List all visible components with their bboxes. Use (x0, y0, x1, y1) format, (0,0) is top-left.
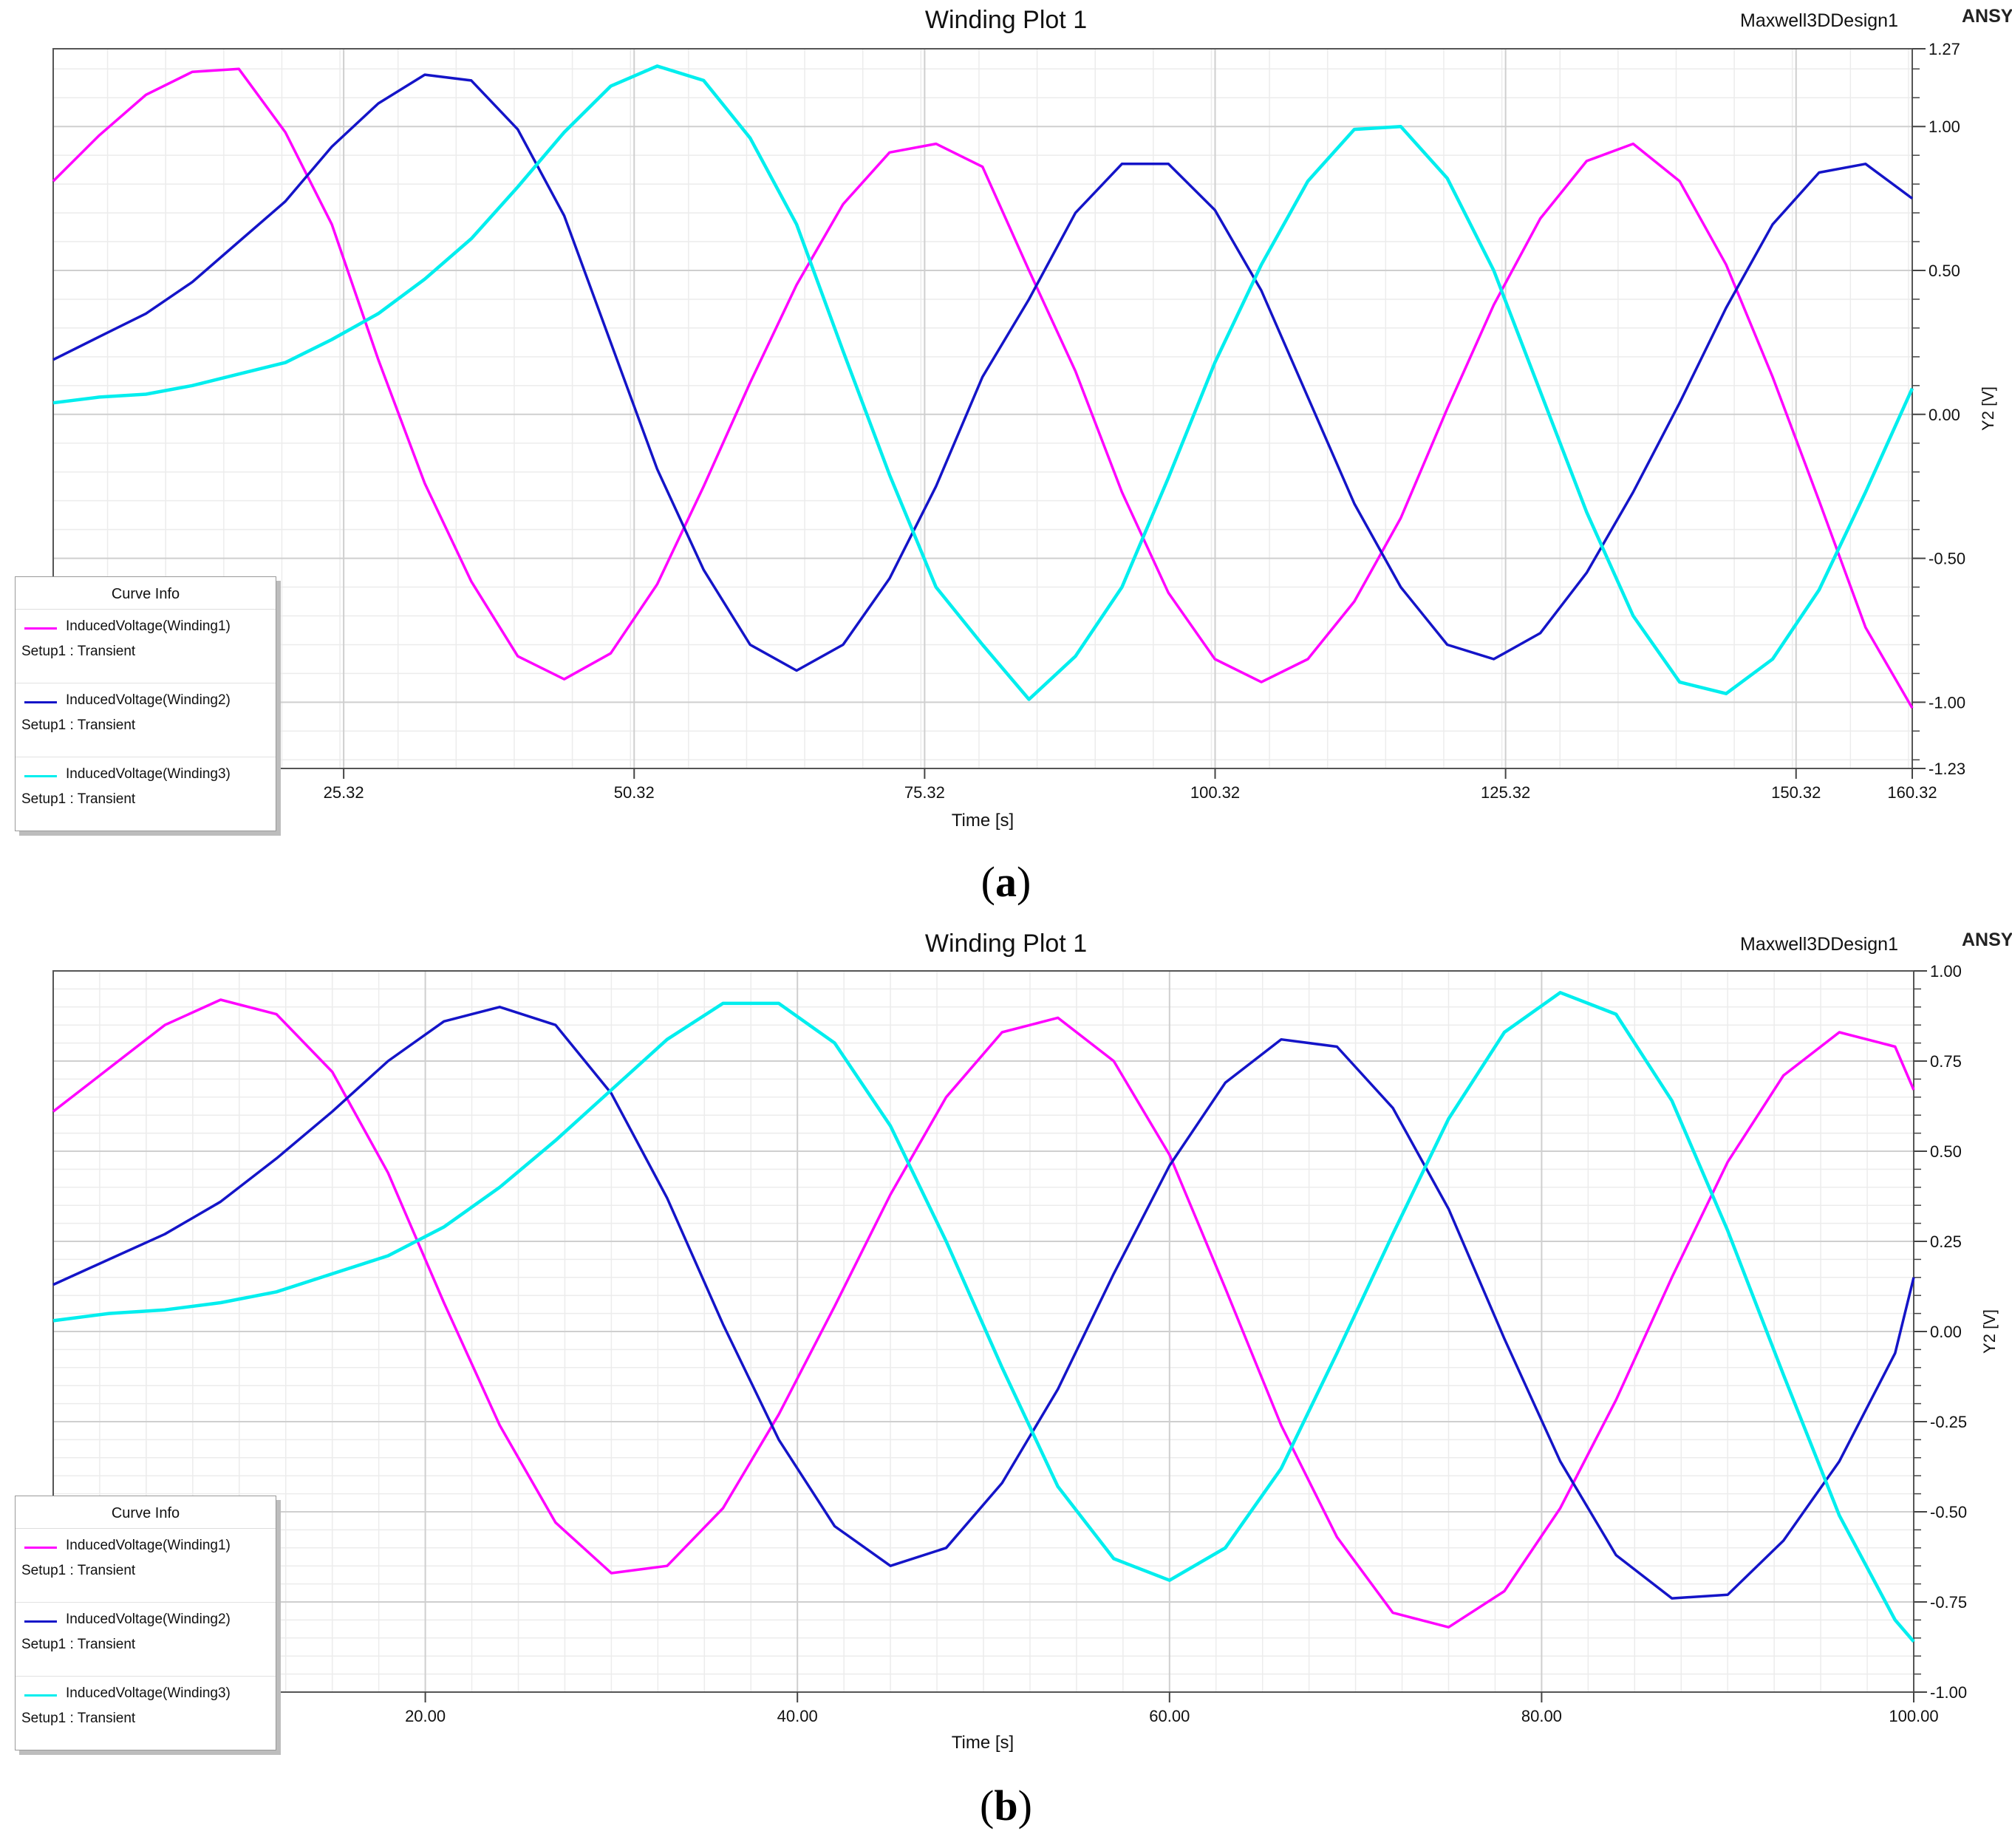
x-axis-label: Time [s] (951, 1733, 1014, 1753)
y-tick-label: -0.75 (1930, 1593, 1967, 1612)
curve-info-legend[interactable]: Curve Info InducedVoltage(Winding1) Setu… (15, 1496, 276, 1750)
y-tick-label: 1.00 (1930, 962, 1962, 981)
legend-series-name: InducedVoltage(Winding3) (66, 766, 231, 782)
x-tick-label: 150.32 (1771, 783, 1821, 802)
legend-setup: Setup1 : Transient (21, 644, 136, 659)
y-tick-label: 0.25 (1930, 1232, 1962, 1251)
legend-swatch (24, 627, 57, 630)
legend-series-name: InducedVoltage(Winding2) (66, 692, 231, 708)
y-tick-label: 0.50 (1929, 262, 1960, 280)
legend-entry-winding1[interactable]: InducedVoltage(Winding1) Setup1 : Transi… (16, 610, 276, 683)
y-tick-label: 1.27 (1929, 40, 1960, 58)
plot-area-b: 1.00 0.75 0.50 0.25 0.00 -0.25 -0.50 -0.75 -1.00… (52, 962, 1999, 1725)
legend-series-name: InducedVoltage(Winding3) (66, 1685, 231, 1701)
curve-info-legend[interactable]: Curve Info InducedVoltage(Winding1) Setu… (15, 576, 276, 831)
y-axis-label: Y2 [V] (1980, 1309, 1999, 1354)
caption-letter: a (995, 858, 1017, 906)
panel-b: 1.00 0.75 0.50 0.25 0.00 -0.25 -0.50 -0.75 -1.00… (0, 924, 2012, 1848)
y-tick-label: 0.75 (1930, 1052, 1962, 1071)
series-line-winding1 (52, 998, 1915, 1629)
legend-entry-winding1[interactable]: InducedVoltage(Winding1) Setup1 : Transi… (16, 1529, 276, 1603)
legend-entry-winding2[interactable]: InducedVoltage(Winding2) Setup1 : Transi… (16, 683, 276, 757)
legend-series-name: InducedVoltage(Winding2) (66, 1612, 231, 1627)
y-tick-label: 0.50 (1930, 1142, 1962, 1161)
x-tick-label: 75.32 (904, 783, 945, 802)
legend-setup: Setup1 : Transient (21, 791, 136, 807)
legend-title: Curve Info (16, 1496, 276, 1529)
series-line-winding3 (52, 991, 1915, 1643)
legend-setup: Setup1 : Transient (21, 1711, 136, 1726)
legend-series-name: InducedVoltage(Winding1) (66, 1538, 231, 1553)
x-tick-label: 160.32 (1887, 783, 1937, 802)
x-tick-label: 50.32 (614, 783, 655, 802)
y-tick-label: -0.50 (1930, 1503, 1967, 1521)
caption-letter: b (994, 1781, 1018, 1830)
x-tick-label: 100.32 (1190, 783, 1240, 802)
y-tick-label: -1.00 (1929, 693, 1965, 712)
x-tick-label: 80.00 (1521, 1707, 1562, 1725)
x-tick-label: 60.00 (1149, 1707, 1190, 1725)
plot-background (53, 49, 1912, 768)
x-tick-label: 125.32 (1481, 783, 1530, 802)
series-line-winding3 (52, 64, 1914, 701)
legend-swatch (24, 701, 57, 703)
plot-title: Winding Plot 1 (924, 930, 1088, 958)
y-tick-label: 1.00 (1929, 117, 1960, 136)
plot-frame (52, 48, 1913, 769)
y-tick-label: -1.23 (1929, 760, 1965, 778)
x-tick-label: 40.00 (777, 1707, 818, 1725)
design-name: Maxwell3DDesign1 (1740, 10, 1898, 31)
legend-swatch (24, 1620, 57, 1623)
legend-entry-winding2[interactable]: InducedVoltage(Winding2) Setup1 : Transi… (16, 1603, 276, 1677)
legend-swatch (24, 775, 57, 777)
plot-area-a: 1.27 1.00 0.50 0.00 -0.50 -1.00 -1.23 25.32 50.3… (52, 40, 1997, 802)
legend-setup: Setup1 : Transient (21, 1563, 136, 1578)
x-axis-label: Time [s] (951, 811, 1014, 831)
legend-swatch (24, 1694, 57, 1697)
legend-swatch (24, 1547, 57, 1549)
brand-logo-text: ANSYS (1962, 930, 2012, 950)
panel-a: 1.27 1.00 0.50 0.00 -0.50 -1.00 -1.23 25.32 50.3… (15, 6, 2012, 906)
panel-caption: (a) (981, 858, 1031, 906)
brand-logo-text: ANSYS (1962, 6, 2012, 27)
series-line-winding1 (52, 67, 1914, 709)
panel-caption: (b) (980, 1781, 1032, 1830)
x-tick-label: 20.00 (405, 1707, 446, 1725)
y-tick-label: -1.00 (1930, 1683, 1967, 1702)
y-tick-label: -0.50 (1929, 550, 1965, 568)
y-axis-label: Y2 [V] (1979, 386, 1997, 431)
y-tick-label: 0.00 (1929, 406, 1960, 424)
legend-entry-winding3[interactable]: InducedVoltage(Winding3) Setup1 : Transi… (16, 1677, 276, 1750)
design-name: Maxwell3DDesign1 (1740, 934, 1898, 955)
legend-entry-winding3[interactable]: InducedVoltage(Winding3) Setup1 : Transi… (16, 757, 276, 831)
legend-series-name: InducedVoltage(Winding1) (66, 618, 231, 634)
legend-setup: Setup1 : Transient (21, 717, 136, 733)
plot-title: Winding Plot 1 (924, 6, 1088, 34)
y-tick-label: -0.25 (1930, 1413, 1967, 1431)
legend-setup: Setup1 : Transient (21, 1637, 136, 1652)
legend-title: Curve Info (16, 577, 276, 610)
y-tick-label: 0.00 (1930, 1323, 1962, 1341)
series-line-winding2 (52, 1006, 1915, 1600)
x-tick-label: 25.32 (324, 783, 364, 802)
x-tick-label: 100.00 (1889, 1707, 1938, 1725)
